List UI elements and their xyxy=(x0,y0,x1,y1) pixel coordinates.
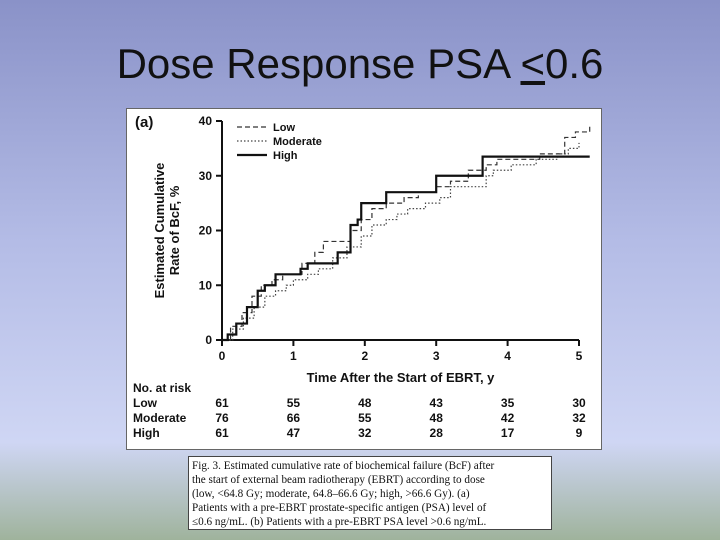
at-risk-count: 32 xyxy=(572,411,586,425)
at-risk-count: 55 xyxy=(358,411,372,425)
title-prefix: Dose Response PSA xyxy=(116,40,521,87)
y-axis-label-line2: Rate of BcF, % xyxy=(167,185,182,275)
at-risk-count: 76 xyxy=(215,411,229,425)
at-risk-count: 61 xyxy=(215,426,229,440)
legend-label-high: High xyxy=(273,150,298,162)
at-risk-count: 48 xyxy=(430,411,444,425)
series-lines xyxy=(222,126,591,342)
series-line-low xyxy=(222,126,591,341)
y-tick-label: 40 xyxy=(199,114,213,128)
at-risk-count: 9 xyxy=(576,426,583,440)
at-risk-count: 28 xyxy=(430,426,444,440)
at-risk-count: 43 xyxy=(430,396,444,410)
chart-figure: (a) 0 1 2 3 4 5 0 10 20 30 40 Low Moderate High Esti… xyxy=(126,108,602,450)
series-line-high xyxy=(222,155,590,342)
y-tick-label: 20 xyxy=(199,224,213,238)
at-risk-count: 32 xyxy=(358,426,372,440)
x-axis-label: Time After the Start of EBRT, y xyxy=(307,370,496,385)
y-axis-label-line1: Estimated Cumulative xyxy=(152,163,167,299)
y-tick-label: 10 xyxy=(199,278,213,292)
panel-label: (a) xyxy=(135,114,153,131)
x-tick-label: 4 xyxy=(504,349,511,363)
at-risk-title: No. at risk xyxy=(133,381,191,395)
y-tick-label: 30 xyxy=(199,169,213,183)
legend-label-moderate: Moderate xyxy=(273,136,322,148)
caption-line: ≤0.6 ng/mL. (b) Patients with a pre-EBRT… xyxy=(192,516,487,528)
slide-title: Dose Response PSA <0.6 xyxy=(0,40,720,88)
x-tick-label: 1 xyxy=(290,349,297,363)
at-risk-count: 42 xyxy=(501,411,515,425)
series-line-moderate xyxy=(222,142,580,341)
title-suffix: 0.6 xyxy=(545,40,604,87)
at-risk-count: 48 xyxy=(358,396,372,410)
at-risk-count: 61 xyxy=(215,396,229,410)
at-risk-row-label: Moderate xyxy=(133,411,187,425)
x-tick-label: 0 xyxy=(219,349,226,363)
x-tick-label: 5 xyxy=(576,349,583,363)
figure-caption: Fig. 3. Estimated cumulative rate of bio… xyxy=(188,456,552,530)
at-risk-count: 30 xyxy=(572,396,586,410)
x-tick-label: 2 xyxy=(361,349,368,363)
at-risk-count: 55 xyxy=(287,396,301,410)
legend: Low Moderate High xyxy=(237,122,322,162)
legend-label-low: Low xyxy=(273,122,295,134)
at-risk-count: 35 xyxy=(501,396,515,410)
at-risk-count: 17 xyxy=(501,426,515,440)
caption-line: (low, <64.8 Gy; moderate, 64.8–66.6 Gy; … xyxy=(192,488,470,500)
at-risk-row-label: High xyxy=(133,426,160,440)
at-risk-count: 47 xyxy=(287,426,301,440)
at-risk-count: 66 xyxy=(287,411,301,425)
caption-line: Patients with a pre-EBRT prostate-specif… xyxy=(192,502,487,514)
at-risk-row-label: Low xyxy=(133,396,158,410)
x-tick-label: 3 xyxy=(433,349,440,363)
ticks: 0 1 2 3 4 5 0 10 20 30 40 xyxy=(199,114,583,363)
title-underlined-symbol: < xyxy=(520,40,546,87)
caption-line: the start of external beam radiotherapy … xyxy=(192,474,485,486)
caption-line: Fig. 3. Estimated cumulative rate of bio… xyxy=(192,460,495,472)
y-tick-label: 0 xyxy=(205,333,212,347)
